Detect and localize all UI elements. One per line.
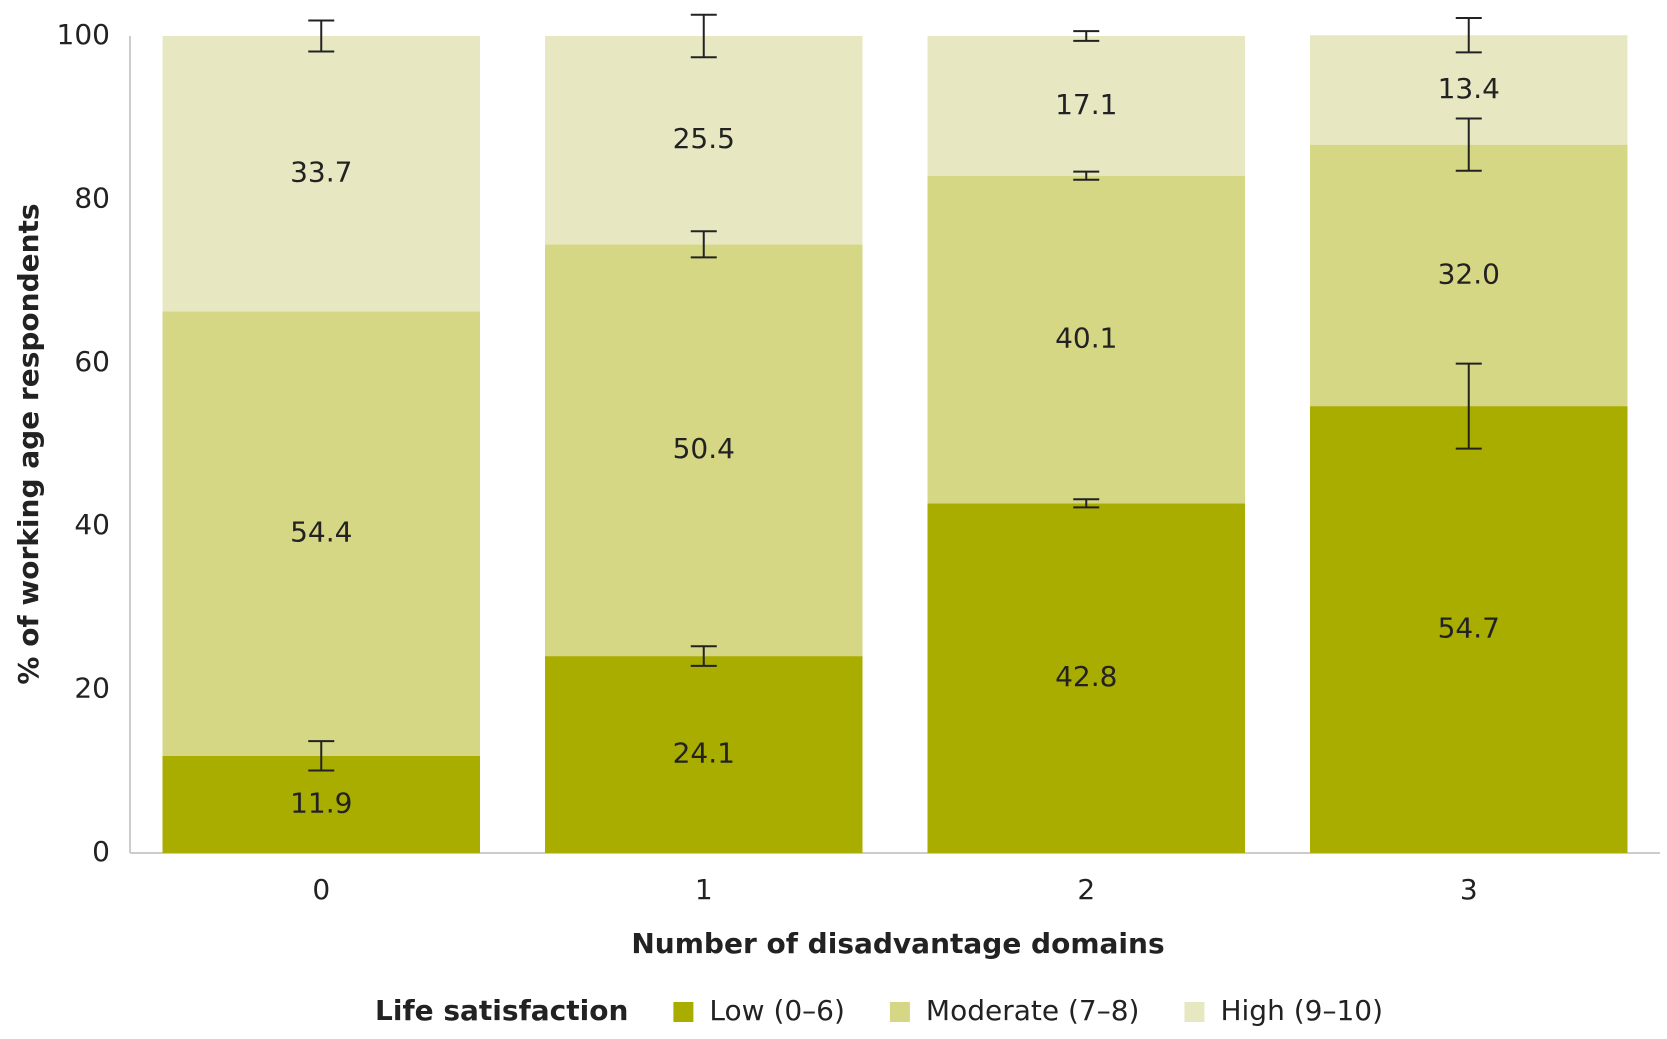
- data-label: 24.1: [673, 737, 735, 770]
- data-label: 13.4: [1438, 72, 1500, 105]
- data-label: 42.8: [1055, 660, 1117, 693]
- error-bar: [308, 19, 335, 53]
- error-bar: [690, 230, 717, 259]
- bar-segment: [545, 36, 863, 245]
- x-axis-label: Number of disadvantage domains: [631, 927, 1164, 960]
- data-label: 17.1: [1055, 88, 1117, 121]
- data-label: 50.4: [673, 432, 735, 465]
- bar-segment: [162, 755, 480, 853]
- y-tick-label: 100: [57, 18, 110, 51]
- legend-title: Life satisfaction: [375, 994, 628, 1027]
- data-label: 11.9: [290, 786, 352, 819]
- bar-segment: [545, 244, 863, 657]
- bar-segment: [927, 503, 1245, 853]
- bar-segment: [162, 36, 480, 312]
- error-bar: [1455, 117, 1482, 172]
- error-bar: [690, 645, 717, 667]
- x-tick-label: 3: [1460, 873, 1478, 906]
- legend-label: High (9–10): [1220, 994, 1383, 1027]
- bar-segment: [927, 36, 1245, 176]
- error-bar: [1073, 30, 1100, 42]
- x-tick-label: 0: [312, 873, 330, 906]
- bar-segment: [1310, 144, 1628, 407]
- data-label: 54.4: [290, 516, 352, 549]
- error-bar: [1455, 362, 1482, 450]
- bar-segment: [162, 311, 480, 756]
- data-label: 54.7: [1438, 612, 1500, 645]
- data-label: 25.5: [673, 122, 735, 155]
- legend-label: Moderate (7–8): [926, 994, 1140, 1027]
- bar-segment: [1310, 406, 1628, 853]
- y-tick-label: 40: [74, 508, 110, 541]
- bar-segment: [545, 656, 863, 853]
- error-bar: [690, 13, 717, 59]
- data-label: 32.0: [1438, 257, 1500, 290]
- x-tick-label: 1: [695, 873, 713, 906]
- y-axis-label: % of working age respondents: [12, 203, 45, 684]
- data-label: 33.7: [290, 156, 352, 189]
- legend-label: Low (0–6): [709, 994, 845, 1027]
- error-bar: [1073, 498, 1100, 509]
- legend-swatch: [889, 1002, 910, 1022]
- y-tick-label: 60: [74, 345, 110, 378]
- error-bar: [1073, 170, 1100, 181]
- y-tick-label: 0: [92, 835, 110, 868]
- y-tick-label: 80: [74, 181, 110, 214]
- x-tick-label: 2: [1077, 873, 1095, 906]
- y-tick-label: 20: [74, 672, 110, 705]
- error-bar: [308, 740, 335, 772]
- error-bar: [1455, 17, 1482, 54]
- legend-swatch: [673, 1002, 694, 1022]
- bar-segment: [927, 175, 1245, 504]
- data-label: 40.1: [1055, 322, 1117, 355]
- legend-swatch: [1184, 1002, 1205, 1022]
